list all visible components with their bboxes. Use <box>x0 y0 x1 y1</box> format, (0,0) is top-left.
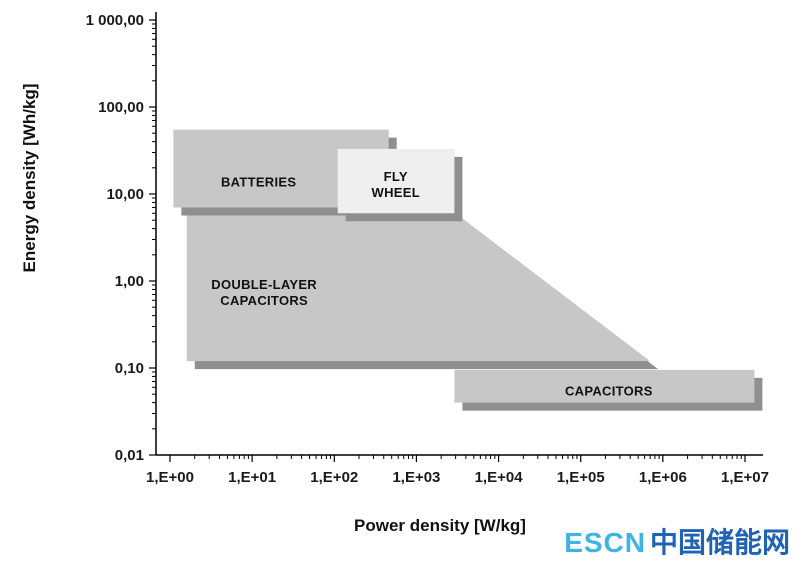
watermark-escn-text: ESCN <box>564 527 646 558</box>
y-tick-label: 1 000,00 <box>86 12 144 29</box>
watermark-cjk-text: 中国储能网 <box>649 527 790 558</box>
y-tick-label: 1,00 <box>115 273 144 290</box>
region-batteries <box>173 129 389 208</box>
x-tick-label: 1,E+01 <box>228 469 276 486</box>
region-double-layer-capacitors <box>186 213 651 362</box>
region-label-batteries: BATTERIES <box>221 174 296 189</box>
x-axis-title: Power density [W/kg] <box>354 516 526 535</box>
x-tick-label: 1,E+03 <box>392 469 440 486</box>
region-label-capacitors: CAPACITORS <box>565 384 653 399</box>
region-label-double-layer-capacitors: DOUBLE-LAYER CAPACITORS <box>211 277 317 308</box>
plot-area: 1,E+00 1,E+01 1,E+02 1,E+03 1,E+04 1,E+05 1,E+… <box>86 12 769 486</box>
y-tick-label: 100,00 <box>98 99 144 116</box>
x-tick-label: 1,E+02 <box>310 469 358 486</box>
x-tick-label: 1,E+00 <box>146 469 194 486</box>
y-tick-label: 0,01 <box>115 447 144 464</box>
region-label-fly-wheel: FLY WHEEL <box>372 169 420 200</box>
region-capacitors <box>454 369 755 403</box>
y-tick-label: 0,10 <box>115 360 144 377</box>
watermark: ESCN 中国储能网 <box>564 527 790 559</box>
x-tick-label: 1,E+04 <box>475 469 524 486</box>
x-tick-label: 1,E+06 <box>639 469 687 486</box>
x-tick-label: 1,E+07 <box>721 469 769 486</box>
x-tick-label: 1,E+05 <box>557 469 605 486</box>
y-axis-title: Energy density [Wh/kg] <box>20 83 39 273</box>
region-fly-wheel <box>337 148 455 214</box>
y-tick-label: 10,00 <box>106 186 144 203</box>
